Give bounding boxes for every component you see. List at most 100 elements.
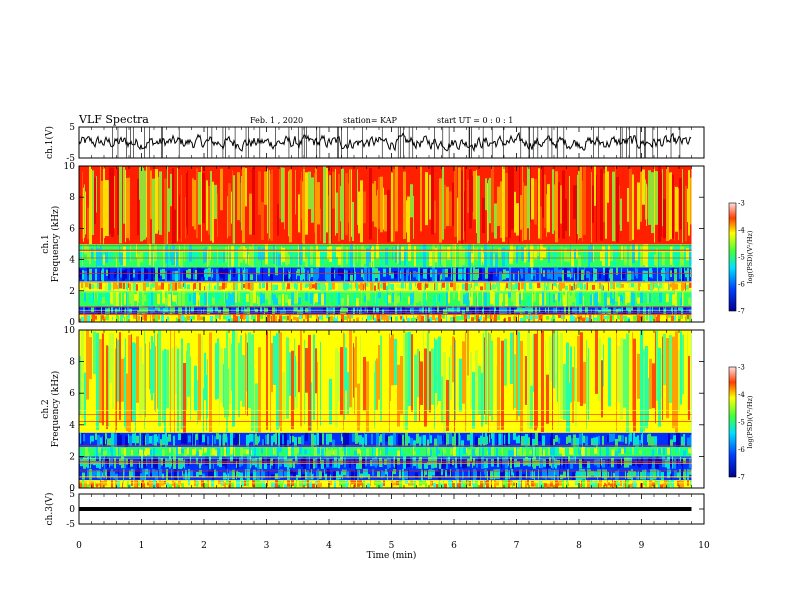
ch2-spectrogram-cell (620, 469, 622, 481)
ch2-spectrogram-cell (212, 448, 215, 456)
ch2-spectrogram-cell (661, 448, 662, 454)
ch2-spectrogram-cell (375, 360, 376, 411)
ch1-spectrogram-cell (416, 271, 418, 280)
ch1-spectrogram-cell (302, 282, 305, 289)
ch2-spectrogram-cell (489, 333, 491, 416)
ch2-spectrogram-cell (603, 447, 606, 452)
ch2-spectrogram-cell (471, 448, 472, 457)
ch2-spectrogram-cell (96, 461, 99, 468)
ch2-spectrogram-cell (227, 469, 228, 481)
ch1-spectrogram-cell (549, 281, 552, 291)
ch1-spectrogram-cell (528, 273, 531, 281)
ch1-spectrogram-cell (119, 166, 122, 244)
ch1-spectrogram-cell (333, 291, 336, 306)
ch2-spectrogram-cell (627, 434, 628, 443)
ch2-spectrogram-cell (251, 457, 252, 468)
ch2-spectrogram-cell (637, 353, 640, 399)
ch2-spectrogram-cell (169, 448, 171, 453)
ch2-spectrogram-cell (580, 483, 581, 488)
ch1-spectrogram-cell (553, 281, 556, 287)
ch2-spectrogram-cell (598, 435, 600, 445)
ch2-spectrogram-cell (598, 482, 599, 488)
ch1-spectrogram-cell (513, 273, 514, 280)
ch2-spectrogram-cell (298, 436, 301, 445)
ch2-spectrogram-cell (315, 348, 317, 394)
ch2-spectrogram-cell (416, 450, 418, 454)
ch1-spectrogram-cell (157, 314, 158, 322)
ch2-spectrogram-cell (410, 438, 413, 446)
ch2-spectrogram-cell (457, 457, 458, 467)
ch1-spectrogram-cell (97, 281, 99, 289)
ch1-spectrogram-cell (410, 315, 411, 322)
ch1-spectrogram-cell (412, 281, 415, 291)
ch2-spectrogram-cell (298, 345, 300, 393)
ch1-spectrogram-cell (466, 292, 469, 307)
ch1-spectrogram-cell (307, 270, 309, 281)
ch1-spectrogram-cell (157, 293, 160, 305)
ch1-spectrogram-cell (490, 250, 492, 267)
ch1-spectrogram-cell (643, 244, 645, 266)
ch2-spectrogram-cell (587, 448, 590, 456)
ch1-spectrogram-cell (122, 172, 123, 223)
ch2-spectrogram-cell (570, 346, 572, 403)
ch2-spectrogram-cell (557, 469, 559, 480)
ch2-spectrogram-cell (327, 469, 330, 479)
ch2-spectrogram-cell (621, 435, 624, 442)
ch1-spectrogram-cell (233, 267, 235, 277)
ch2-spectrogram-cell (174, 448, 176, 456)
ch1-spectrogram-cell (355, 244, 357, 268)
ch1-spectrogram-cell (400, 190, 403, 225)
ch1-spectrogram-cell (200, 316, 203, 321)
x-tick-label: 10 (698, 541, 710, 551)
ch2-spectrogram-cell (110, 437, 111, 446)
ch1-spectrogram-cell (466, 268, 468, 282)
ch1-spectrogram-cell (404, 283, 405, 291)
ch2-spectrogram-cell (146, 383, 149, 425)
ch1-spectrogram-cell (313, 254, 314, 266)
ch2-spectrogram-cell (464, 433, 467, 440)
ch2-spectrogram-cell (463, 447, 466, 454)
ch1-spectrogram-cell (240, 245, 243, 263)
ch1-spectrogram-cell (445, 314, 446, 321)
ch1-spectrogram-cell (578, 170, 579, 240)
ch1-spectrogram-cell (178, 314, 181, 322)
ch2-spectrogram-cell (150, 349, 151, 394)
ch1-spectrogram-cell (497, 282, 500, 291)
ch2-spectrogram-cell (677, 457, 678, 467)
ch1-spectrogram-cell (119, 307, 120, 312)
ch1-spectrogram-cell (358, 245, 361, 267)
ch1-spectrogram-cell (475, 269, 478, 281)
ch1-spectrogram-cell (608, 281, 609, 291)
ch1-spectrogram-cell (440, 292, 443, 306)
ch1-spectrogram-cell (687, 188, 688, 223)
ch1-spectrogram-cell (539, 307, 540, 313)
ch1-spectrogram-cell (228, 292, 230, 307)
ch1-spectrogram-cell (83, 247, 84, 267)
ch2-spectrogram-cell (158, 330, 161, 427)
ch2-spectrogram-cell (558, 481, 559, 486)
ch2-spectrogram-cell (136, 435, 139, 444)
ch2-spectrogram-cell (625, 480, 626, 488)
ch2-spectrogram-cell (161, 343, 162, 406)
ch2-spectrogram-cell (685, 435, 687, 446)
ch1-spectrogram-cell (520, 268, 521, 275)
ch1-spectrogram-cell (261, 267, 262, 282)
ch1-spectrogram-cell (512, 307, 514, 314)
ch1-spectrogram-cell (97, 247, 99, 266)
ch2-spectrogram-cell (251, 450, 252, 455)
ch1-spectrogram-cell (196, 282, 199, 290)
ch2-spectrogram-cell (297, 439, 298, 446)
ch2-spectrogram-cell (110, 470, 111, 480)
ch1-spectrogram-cell (369, 168, 372, 240)
ch1-spectrogram-cell (391, 283, 394, 291)
ch2-spectrogram-cell (437, 434, 439, 447)
ch2-spectrogram-cell (114, 433, 117, 447)
ch2-spectrogram-cell (621, 458, 622, 466)
ch1-spectrogram-cell (568, 292, 570, 306)
ch1-spectrogram-cell (122, 293, 124, 302)
ch1-spectrogram-cell (586, 282, 587, 291)
ch2-spectrogram-cell (390, 337, 391, 401)
ch1-spectrogram-cell (567, 169, 569, 240)
ch1-spectrogram-cell (217, 248, 218, 265)
ch1-spectrogram-cell (662, 292, 663, 306)
